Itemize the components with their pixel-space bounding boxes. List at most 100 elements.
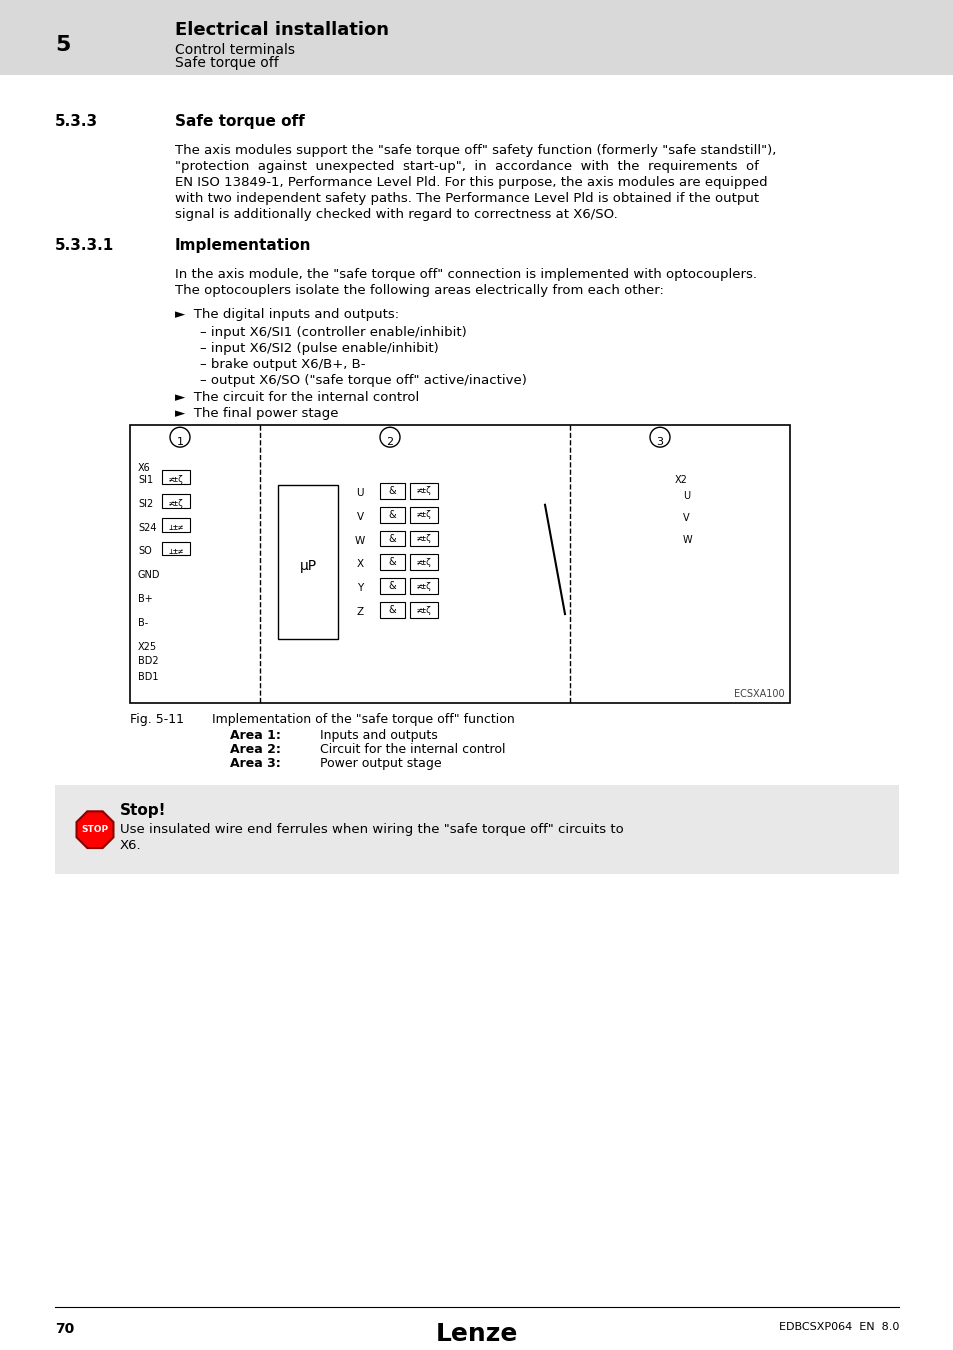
Text: GND: GND <box>138 570 160 580</box>
Text: Safe torque off: Safe torque off <box>174 115 304 130</box>
Text: 1: 1 <box>176 437 183 447</box>
Text: The axis modules support the "safe torque off" safety function (formerly "safe s: The axis modules support the "safe torqu… <box>174 144 776 157</box>
Text: Implementation: Implementation <box>174 239 312 254</box>
Text: ►  The final power stage: ► The final power stage <box>174 408 338 420</box>
Text: X2: X2 <box>675 475 687 485</box>
Text: STOP: STOP <box>81 825 109 834</box>
Text: ≠±ζ: ≠±ζ <box>416 486 431 495</box>
Text: X: X <box>356 559 363 570</box>
Text: B+: B+ <box>138 594 152 605</box>
Text: – input X6/SI1 (controller enable/inhibit): – input X6/SI1 (controller enable/inhibi… <box>200 325 466 339</box>
Text: Area 1:: Area 1: <box>230 729 280 742</box>
Text: Y: Y <box>356 583 363 593</box>
Text: 3: 3 <box>656 437 662 447</box>
Text: W: W <box>355 536 365 545</box>
Text: X6: X6 <box>138 463 151 472</box>
Text: ►  The digital inputs and outputs:: ► The digital inputs and outputs: <box>174 308 398 321</box>
Text: In the axis module, the "safe torque off" connection is implemented with optocou: In the axis module, the "safe torque off… <box>174 269 757 281</box>
Text: Safe torque off: Safe torque off <box>174 55 278 70</box>
Bar <box>379 578 405 594</box>
Text: ≠±ζ: ≠±ζ <box>169 475 183 485</box>
Text: 5.3.3.1: 5.3.3.1 <box>55 239 114 254</box>
Bar <box>162 470 190 483</box>
Bar <box>410 602 437 618</box>
Bar <box>55 784 898 875</box>
Text: U: U <box>682 491 689 501</box>
Text: 2: 2 <box>386 437 394 447</box>
Bar <box>379 506 405 522</box>
Text: – output X6/SO ("safe torque off" active/inactive): – output X6/SO ("safe torque off" active… <box>200 374 526 386</box>
Bar <box>410 578 437 594</box>
Text: X25: X25 <box>138 641 157 652</box>
Text: &: & <box>388 582 395 591</box>
Text: Fig. 5-11       Implementation of the "safe torque off" function: Fig. 5-11 Implementation of the "safe to… <box>130 713 515 726</box>
Text: ECSXA100: ECSXA100 <box>734 688 784 698</box>
Text: Area 2:: Area 2: <box>230 744 280 756</box>
Text: EN ISO 13849-1, Performance Level Pld. For this purpose, the axis modules are eq: EN ISO 13849-1, Performance Level Pld. F… <box>174 176 767 189</box>
Text: &: & <box>388 533 395 544</box>
Text: ≠±ζ: ≠±ζ <box>416 510 431 520</box>
Text: – input X6/SI2 (pulse enable/inhibit): – input X6/SI2 (pulse enable/inhibit) <box>200 342 438 355</box>
Text: Power output stage: Power output stage <box>319 757 441 769</box>
Text: Area 3:: Area 3: <box>230 757 280 769</box>
Bar <box>277 485 337 639</box>
Bar <box>0 0 953 74</box>
Polygon shape <box>76 811 113 848</box>
Text: EDBCSXP064  EN  8.0: EDBCSXP064 EN 8.0 <box>778 1322 898 1331</box>
Circle shape <box>379 427 399 447</box>
Text: Control terminals: Control terminals <box>174 43 294 57</box>
Text: SI2: SI2 <box>138 498 153 509</box>
Text: ►  The circuit for the internal control: ► The circuit for the internal control <box>174 392 418 405</box>
Text: &: & <box>388 558 395 567</box>
Text: – brake output X6/B+, B-: – brake output X6/B+, B- <box>200 358 365 371</box>
Text: ≠±ζ: ≠±ζ <box>416 558 431 567</box>
Text: ≠±ζ: ≠±ζ <box>416 582 431 591</box>
Text: X6.: X6. <box>120 838 141 852</box>
Text: µP: µP <box>299 559 316 574</box>
Text: BD1: BD1 <box>138 672 158 682</box>
Text: ⊥±≠: ⊥±≠ <box>169 547 183 556</box>
Text: Stop!: Stop! <box>120 803 167 818</box>
Text: Z: Z <box>356 608 363 617</box>
Text: ≠±ζ: ≠±ζ <box>416 606 431 614</box>
Circle shape <box>170 427 190 447</box>
Text: with two independent safety paths. The Performance Level Pld is obtained if the : with two independent safety paths. The P… <box>174 192 759 205</box>
Circle shape <box>649 427 669 447</box>
Bar <box>130 425 789 703</box>
Bar <box>410 531 437 547</box>
Bar <box>162 517 190 532</box>
Text: U: U <box>355 487 363 498</box>
Text: B-: B- <box>138 618 148 628</box>
Text: 5: 5 <box>55 35 71 55</box>
Text: &: & <box>388 605 395 616</box>
Bar <box>379 555 405 570</box>
Text: Electrical installation: Electrical installation <box>174 20 389 39</box>
Text: ≠±ζ: ≠±ζ <box>416 535 431 543</box>
Text: Circuit for the internal control: Circuit for the internal control <box>319 744 505 756</box>
Bar <box>162 494 190 508</box>
Text: BD2: BD2 <box>138 656 158 666</box>
Text: V: V <box>356 512 363 521</box>
Bar <box>379 483 405 498</box>
Text: S24: S24 <box>138 522 156 533</box>
Bar <box>410 555 437 570</box>
Bar <box>410 506 437 522</box>
Text: Lenze: Lenze <box>436 1322 517 1346</box>
Text: W: W <box>682 535 692 544</box>
Bar <box>162 541 190 555</box>
Text: Inputs and outputs: Inputs and outputs <box>319 729 437 742</box>
Text: 70: 70 <box>55 1322 74 1335</box>
Text: ⊥±≠: ⊥±≠ <box>169 522 183 532</box>
Text: &: & <box>388 486 395 495</box>
Bar <box>410 483 437 498</box>
Text: Use insulated wire end ferrules when wiring the "safe torque off" circuits to: Use insulated wire end ferrules when wir… <box>120 822 623 836</box>
Text: ≠±ζ: ≠±ζ <box>169 500 183 508</box>
Text: SO: SO <box>138 547 152 556</box>
Text: &: & <box>388 510 395 520</box>
Bar <box>379 602 405 618</box>
Text: 5.3.3: 5.3.3 <box>55 115 98 130</box>
Text: SI1: SI1 <box>138 475 153 485</box>
Text: The optocouplers isolate the following areas electrically from each other:: The optocouplers isolate the following a… <box>174 285 663 297</box>
Text: signal is additionally checked with regard to correctness at X6/SO.: signal is additionally checked with rega… <box>174 208 618 220</box>
Text: V: V <box>682 513 689 522</box>
